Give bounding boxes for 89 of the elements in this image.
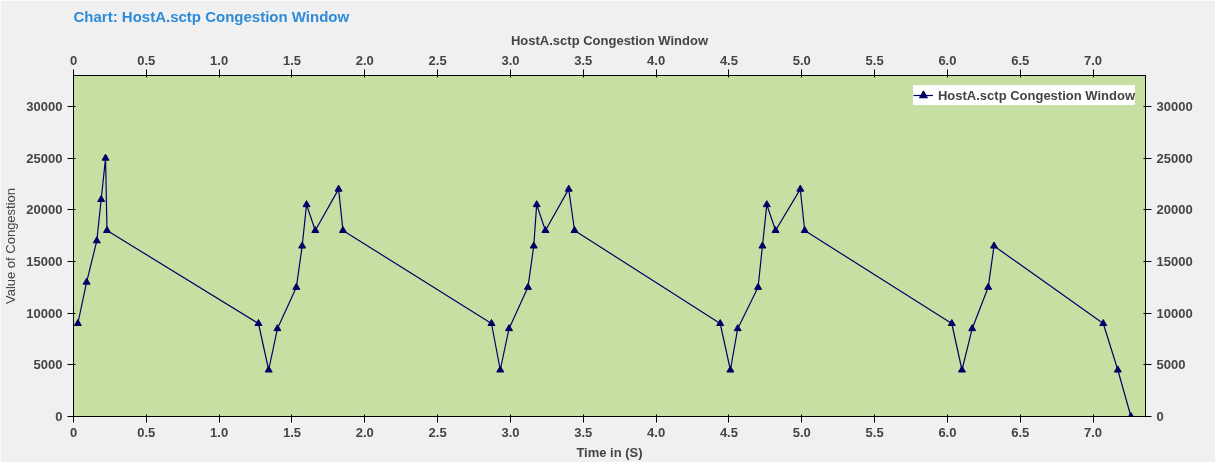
point — [796, 184, 805, 192]
x-tick-label: 3.0 — [501, 424, 520, 440]
point — [716, 318, 725, 327]
point — [92, 236, 101, 244]
x2-tick-label: 3.0 — [501, 52, 520, 68]
chart-title: Chart: HostA.sctp Congestion Window — [73, 7, 350, 25]
point — [564, 184, 573, 192]
point — [990, 241, 999, 249]
point — [1113, 365, 1122, 373]
point — [103, 225, 111, 234]
x-tick-label: 5.0 — [792, 424, 811, 440]
point — [82, 277, 91, 285]
point — [338, 225, 347, 234]
y2-tick-label: 0 — [1156, 409, 1164, 424]
point — [302, 200, 311, 208]
y2-tick-label: 20000 — [1156, 202, 1193, 218]
x-tick-label: 0 — [69, 424, 78, 440]
point — [264, 365, 273, 373]
point — [968, 324, 977, 332]
point — [311, 225, 320, 234]
x-tick-label: 3.5 — [574, 424, 593, 440]
x-tick-label: 4.5 — [719, 424, 738, 440]
x-tick-label: 0.5 — [137, 424, 156, 440]
y-tick-label: 10000 — [26, 305, 63, 321]
point — [984, 282, 993, 290]
y-tick-label: 20000 — [26, 202, 63, 218]
x-tick-label: 4.0 — [647, 424, 666, 440]
point — [570, 225, 579, 234]
point — [73, 318, 82, 327]
point — [771, 225, 780, 234]
y2-tick-label: 25000 — [1156, 150, 1193, 166]
point — [532, 200, 541, 208]
point — [947, 318, 956, 327]
x2-tick-label: 1.0 — [210, 52, 229, 68]
point — [334, 184, 343, 192]
y-tick-label: 30000 — [26, 99, 63, 114]
point — [487, 318, 496, 327]
point — [529, 241, 538, 249]
y2-tick-label: 5000 — [1156, 357, 1186, 373]
x-tick-label: 5.5 — [865, 424, 884, 440]
point — [726, 365, 735, 373]
x-tick-label: 7.0 — [1084, 424, 1103, 440]
x2-tick-label: 7.0 — [1084, 52, 1103, 68]
point — [1099, 318, 1108, 327]
point — [957, 365, 966, 373]
point — [758, 241, 767, 249]
y-tick-label: 15000 — [26, 254, 63, 269]
point — [496, 365, 505, 373]
point — [97, 194, 106, 203]
x2-tick-label: 6.0 — [938, 52, 957, 68]
x2-tick-label: 0.5 — [137, 52, 156, 68]
legend-label: HostA.sctp Congestion Window — [937, 87, 1135, 103]
x2-tick-label: 6.5 — [1011, 52, 1030, 68]
point — [523, 282, 532, 290]
x2-tick-label: 5.0 — [792, 52, 811, 68]
y-tick-label: 0 — [55, 409, 63, 424]
point — [298, 241, 307, 249]
y2-tick-label: 10000 — [1156, 305, 1193, 321]
point — [800, 225, 809, 234]
point — [273, 324, 282, 332]
x-tick-label: 2.5 — [428, 424, 447, 440]
point — [541, 225, 550, 234]
y-tick-label: 5000 — [33, 357, 63, 373]
x2-tick-label: 1.5 — [282, 52, 302, 68]
y2-tick-label: 15000 — [1156, 254, 1193, 269]
x-tick-label: 6.5 — [1011, 424, 1030, 440]
y2-tick-label: 30000 — [1156, 99, 1193, 114]
point — [754, 282, 763, 290]
point — [505, 324, 513, 332]
point — [254, 318, 263, 327]
x-tick-label: 6.0 — [938, 424, 957, 440]
x2-axis-title: HostA.sctp Congestion Window — [510, 32, 709, 48]
x-tick-label: 1.5 — [282, 424, 302, 440]
x-tick-label: 2.0 — [355, 424, 374, 440]
x-axis-title: Time in (S) — [576, 444, 643, 460]
x2-tick-label: 5.5 — [865, 52, 884, 68]
x2-tick-label: 4.5 — [719, 52, 738, 68]
x2-tick-label: 4.0 — [647, 52, 666, 68]
point — [292, 282, 301, 290]
x2-tick-label: 2.5 — [428, 52, 447, 68]
y-tick-label: 25000 — [26, 150, 63, 166]
x-tick-label: 1.0 — [210, 424, 229, 440]
y-axis-title: Value of Congestion — [3, 187, 19, 305]
point — [733, 324, 742, 332]
point — [101, 153, 110, 161]
x2-tick-label: 3.5 — [574, 52, 593, 68]
x2-tick-label: 2.0 — [355, 52, 374, 68]
point — [762, 200, 771, 208]
x2-tick-label: 0 — [69, 52, 78, 68]
